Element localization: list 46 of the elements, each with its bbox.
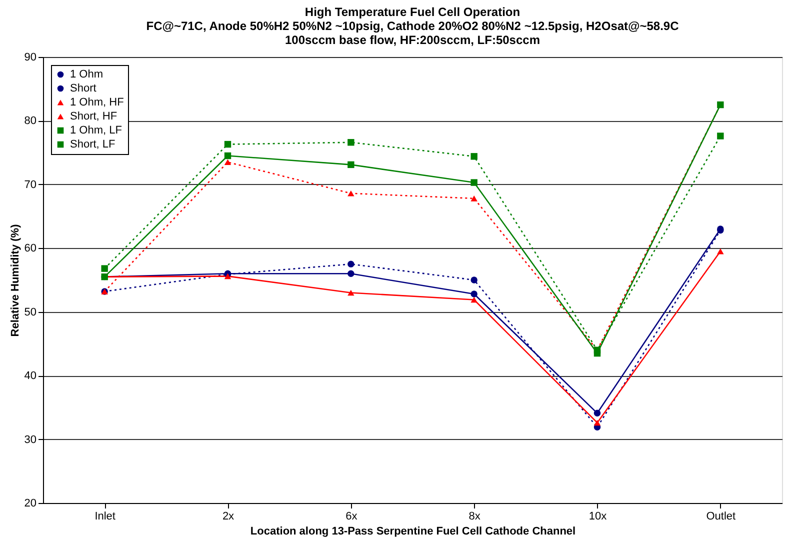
- y-tick-label: 20: [24, 498, 36, 510]
- point: [224, 273, 232, 280]
- point: [224, 140, 232, 148]
- point: [470, 276, 478, 284]
- x-tick-label: 2x: [222, 510, 235, 522]
- text: 100sccm base flow, HF:200sccm, LF:50sccm: [284, 33, 540, 47]
- point: [717, 132, 724, 140]
- point: [594, 420, 601, 426]
- point: [224, 159, 232, 166]
- y-tick-label: 40: [24, 370, 36, 382]
- x-tick-label: Inlet: [94, 510, 116, 522]
- point: [470, 290, 478, 298]
- point: [470, 153, 478, 160]
- point: [348, 139, 354, 146]
- point: [470, 296, 478, 303]
- point: [101, 265, 108, 272]
- legend-label: Short, LF: [70, 138, 116, 150]
- y-axis-title: Relative Humidity (%): [9, 224, 22, 337]
- legend-label: 1 Ohm, HF: [70, 96, 124, 108]
- point: [348, 161, 354, 168]
- point: [224, 152, 232, 160]
- point: [348, 290, 354, 296]
- text: FC@~71C, Anode 50%H2 50%N2 ~10psig, Cathode 20%O2 80%N2 ~12.5psig, H2Osat@~58.9C: [146, 19, 679, 33]
- legend-label: Short: [70, 82, 96, 94]
- legend-label: 1 Ohm, LF: [70, 124, 122, 136]
- y-tick-label: 90: [24, 52, 36, 64]
- y-tick-label: 60: [24, 242, 36, 255]
- x-tick-label: 10x: [588, 510, 608, 522]
- legend-label: 1 Ohm: [70, 68, 104, 80]
- point: [470, 179, 478, 186]
- point: [470, 196, 478, 202]
- point: [348, 270, 354, 277]
- point: [594, 410, 601, 417]
- x-tick-label: Outlet: [706, 510, 736, 522]
- text: High Temperature Fuel Cell Operation: [304, 5, 520, 19]
- x-tick-label: 8x: [468, 510, 481, 522]
- point: [348, 190, 354, 196]
- y-tick-label: 80: [24, 115, 36, 128]
- point: [348, 260, 354, 268]
- x-axis-title: Location along 13-Pass Serpentine Fuel Cell Cathode Channel: [250, 526, 576, 538]
- point: [717, 248, 724, 254]
- legend-label: Short, HF: [70, 110, 118, 122]
- x-tick-label: 6x: [346, 510, 358, 522]
- y-tick-label: 30: [24, 434, 36, 446]
- y-tick-label: 70: [24, 178, 36, 191]
- y-tick-label: 50: [24, 306, 36, 318]
